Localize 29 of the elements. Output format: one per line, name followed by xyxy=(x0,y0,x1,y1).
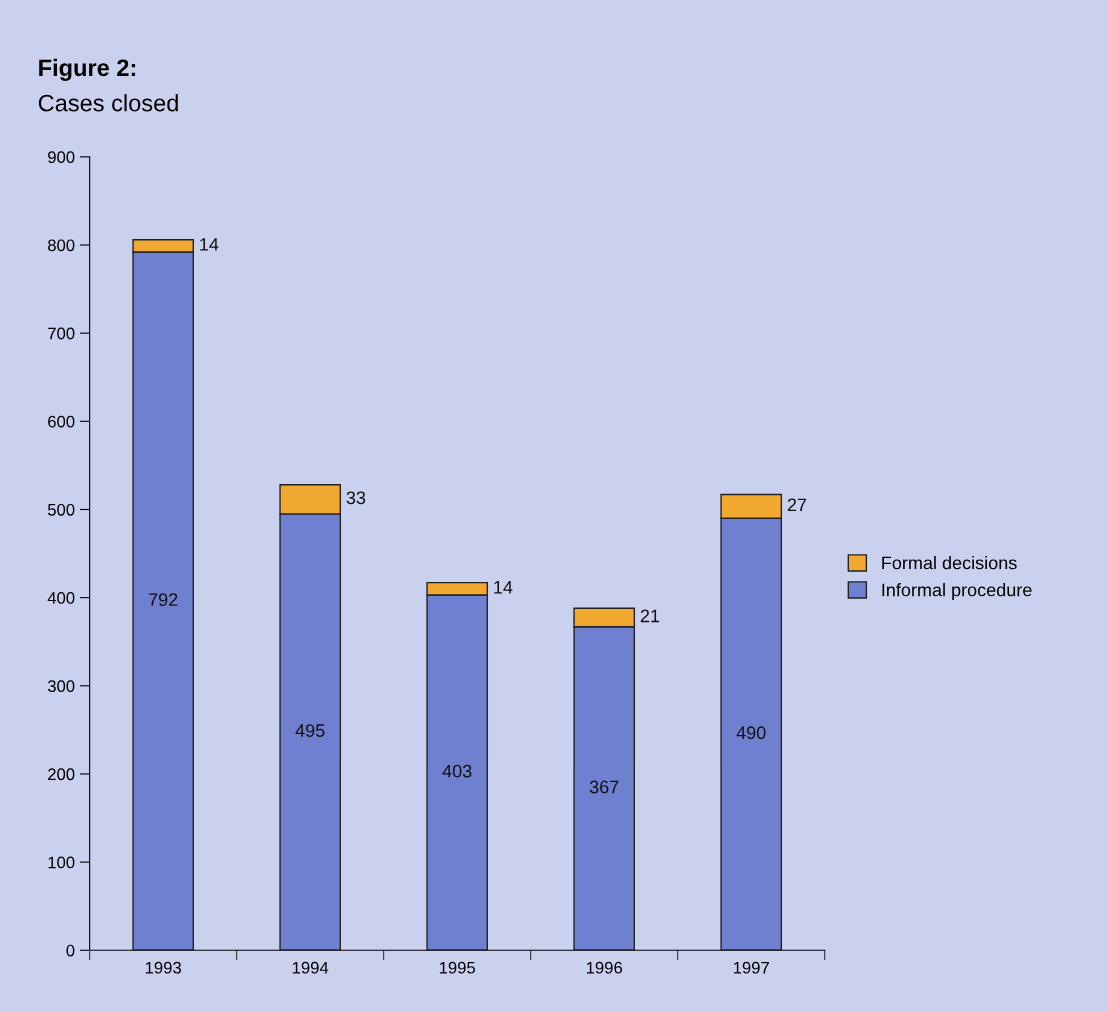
data-label: 21 xyxy=(640,609,660,623)
x-tick-label: 1997 xyxy=(733,961,769,974)
x-tick-label: 1993 xyxy=(145,961,181,974)
x-tick-label: 1996 xyxy=(586,961,623,974)
data-label: 14 xyxy=(494,581,513,594)
y-tick-label: 700 xyxy=(48,327,75,340)
y-tick-label: 400 xyxy=(47,592,75,604)
x-tick-label: 1994 xyxy=(292,961,329,974)
data-label: 403 xyxy=(442,764,472,778)
y-tick-label: 900 xyxy=(48,151,75,164)
y-tick-label: 200 xyxy=(48,768,75,781)
chart-title: Figure 2: xyxy=(39,58,136,81)
data-label: 367 xyxy=(589,780,619,794)
y-tick-label: 0 xyxy=(66,944,75,957)
data-label: 490 xyxy=(736,726,766,740)
data-label: 495 xyxy=(295,724,325,737)
data-label: 792 xyxy=(149,593,178,607)
x-tick-label: 1995 xyxy=(439,961,476,974)
y-tick-label: 800 xyxy=(48,239,75,252)
legend-label: Formal decisions xyxy=(882,556,1017,570)
data-label: 27 xyxy=(787,498,807,512)
data-label: 33 xyxy=(346,491,366,505)
legend-label: Informal procedure xyxy=(882,583,1032,600)
y-tick-label: 500 xyxy=(47,503,75,516)
y-tick-label: 600 xyxy=(48,415,75,428)
y-tick-label: 300 xyxy=(47,680,75,692)
data-label: 14 xyxy=(200,238,219,251)
chart-subtitle: Cases closed xyxy=(38,94,178,112)
y-tick-label: 100 xyxy=(48,856,75,869)
